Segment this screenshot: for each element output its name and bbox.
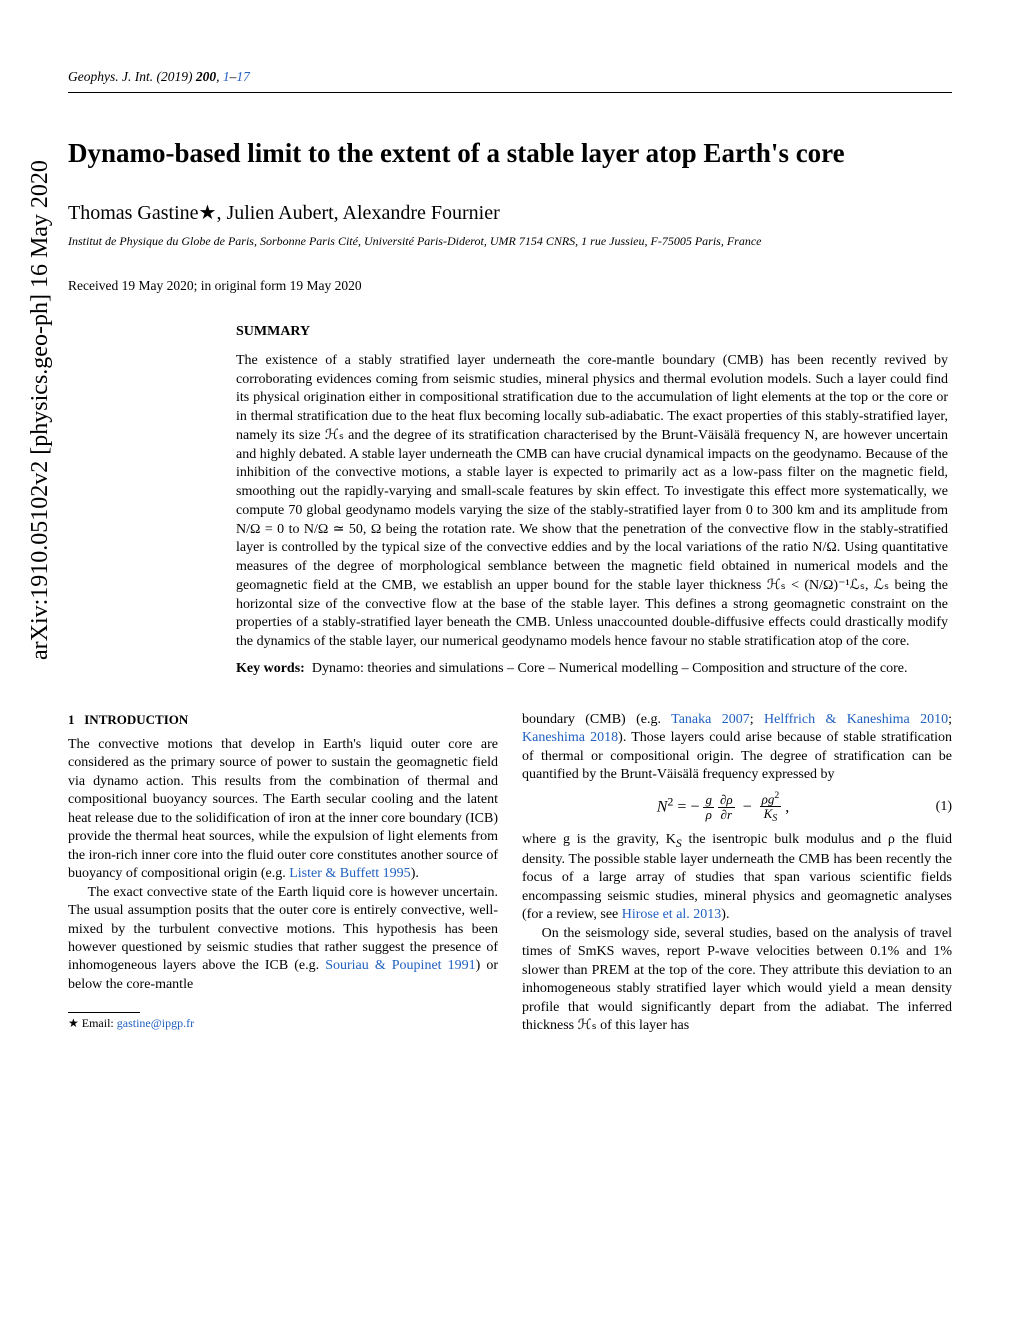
affiliation: Institut de Physique du Globe de Paris, … xyxy=(68,233,952,249)
journal-page-end-link[interactable]: 17 xyxy=(236,69,250,84)
c2p2-a: where g is the gravity, K xyxy=(522,832,676,847)
footnote: ★ Email: gastine@ipgp.fr xyxy=(68,1016,498,1032)
section-heading: 1 INTRODUCTION xyxy=(68,711,498,728)
footnote-email-link[interactable]: gastine@ipgp.fr xyxy=(117,1016,194,1030)
column-right: boundary (CMB) (e.g. Tanaka 2007; Helffr… xyxy=(522,711,952,1036)
col2-paragraph-2: where g is the gravity, KS the isentropi… xyxy=(522,831,952,925)
keywords-value: Dynamo: theories and simulations – Core … xyxy=(312,661,908,676)
col2-paragraph-1: boundary (CMB) (e.g. Tanaka 2007; Helffr… xyxy=(522,711,952,785)
citation-souriau[interactable]: Souriau & Poupinet 1991 xyxy=(325,958,475,973)
intro-paragraph-1: The convective motions that develop in E… xyxy=(68,736,498,884)
citation-lister[interactable]: Lister & Buffett 1995 xyxy=(289,866,410,881)
section-title: INTRODUCTION xyxy=(84,712,188,727)
footnote-rule xyxy=(68,1012,140,1013)
c2p1-a: boundary (CMB) (e.g. xyxy=(522,712,671,727)
journal-pages-sep: , xyxy=(216,69,223,84)
p1-text-a: The convective motions that develop in E… xyxy=(68,737,498,881)
section-number: 1 xyxy=(68,712,75,727)
intro-paragraph-2: The exact convective state of the Earth … xyxy=(68,884,498,995)
equation-number: (1) xyxy=(924,798,952,816)
equation-body: N2 = − gρ ∂ρ∂r − ρg2KS , xyxy=(522,791,924,825)
received-dates: Received 19 May 2020; in original form 1… xyxy=(68,277,952,295)
equation-1: N2 = − gρ ∂ρ∂r − ρg2KS , (1) xyxy=(522,791,952,825)
c2p3-a: On the seismology side, several studies,… xyxy=(522,926,952,1033)
citation-hirose[interactable]: Hirose et al. 2013 xyxy=(622,907,722,922)
summary-heading: SUMMARY xyxy=(236,323,948,342)
footnote-star: ★ xyxy=(68,1016,79,1030)
p1-text-b: ). xyxy=(411,866,419,881)
two-column-body: 1 INTRODUCTION The convective motions th… xyxy=(68,711,952,1036)
citation-helffrich[interactable]: Helffrich & Kaneshima 2010 xyxy=(764,712,948,727)
summary-text: The existence of a stably stratified lay… xyxy=(236,352,948,652)
summary-block: SUMMARY The existence of a stably strati… xyxy=(236,323,948,679)
header-rule xyxy=(68,92,952,93)
paper-title: Dynamo-based limit to the extent of a st… xyxy=(68,137,952,169)
citation-tanaka[interactable]: Tanaka 2007 xyxy=(671,712,750,727)
summary-body: The existence of a stably stratified lay… xyxy=(236,353,948,649)
c2p1-c: ; xyxy=(948,712,952,727)
c2p1-b: ; xyxy=(750,712,764,727)
col2-paragraph-3: On the seismology side, several studies,… xyxy=(522,925,952,1036)
c2p2-c: ). xyxy=(721,907,729,922)
keywords-label: Key words: xyxy=(236,661,305,676)
column-left: 1 INTRODUCTION The convective motions th… xyxy=(68,711,498,1036)
arxiv-identifier: arXiv:1910.05102v2 [physics.geo-ph] 16 M… xyxy=(24,160,56,660)
journal-year: (2019) xyxy=(156,69,192,84)
journal-volume: 200 xyxy=(196,69,216,84)
journal-header: Geophys. J. Int. (2019) 200, 1–17 xyxy=(68,68,952,86)
journal-page-start-link[interactable]: 1 xyxy=(223,69,230,84)
journal-name: Geophys. J. Int. xyxy=(68,69,153,84)
author-list: Thomas Gastine★, Julien Aubert, Alexandr… xyxy=(68,200,952,227)
citation-kaneshima[interactable]: Kaneshima 2018 xyxy=(522,730,618,745)
footnote-label: Email: xyxy=(82,1016,114,1030)
keywords-line: Key words: Dynamo: theories and simulati… xyxy=(236,660,948,679)
